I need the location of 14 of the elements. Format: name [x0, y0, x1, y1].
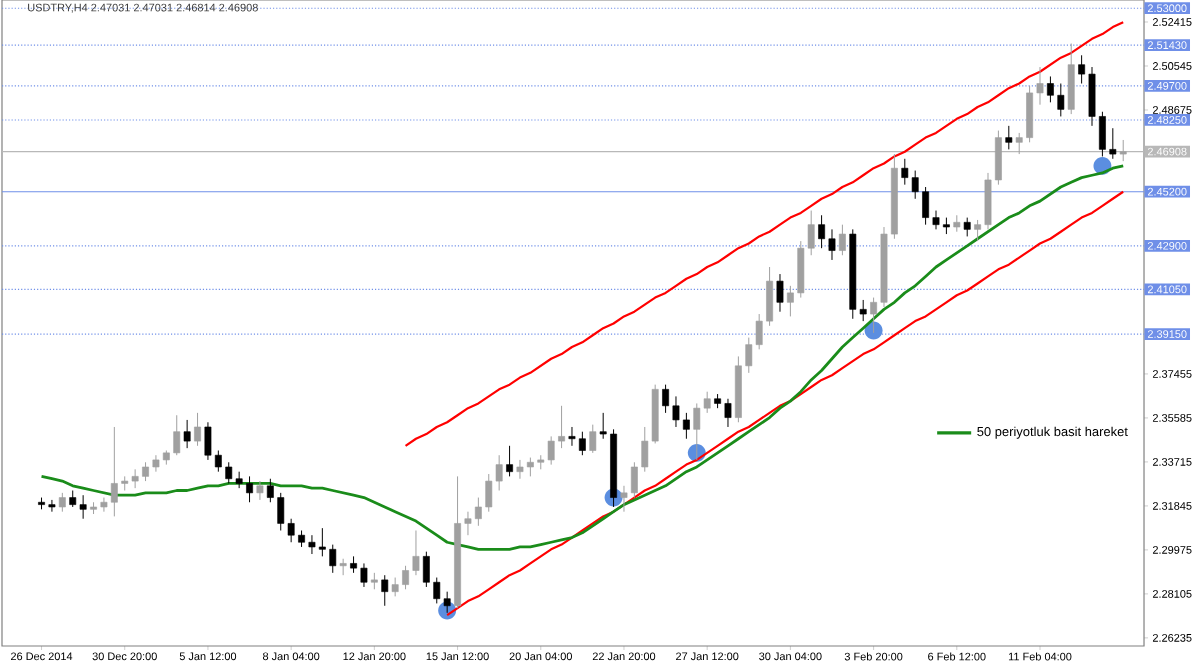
candlestick — [963, 217, 971, 237]
candlestick — [58, 492, 66, 513]
candlestick — [776, 273, 784, 313]
candlestick — [194, 412, 201, 447]
candlestick — [183, 419, 191, 449]
candlestick — [339, 558, 347, 576]
candlestick — [381, 574, 389, 607]
candlestick — [256, 480, 264, 501]
candlestick — [589, 424, 597, 454]
candlestick — [1005, 125, 1013, 150]
candlestick — [838, 224, 846, 256]
candlestick — [1119, 139, 1127, 162]
candlestick — [506, 445, 513, 477]
candlestick — [1067, 43, 1075, 115]
